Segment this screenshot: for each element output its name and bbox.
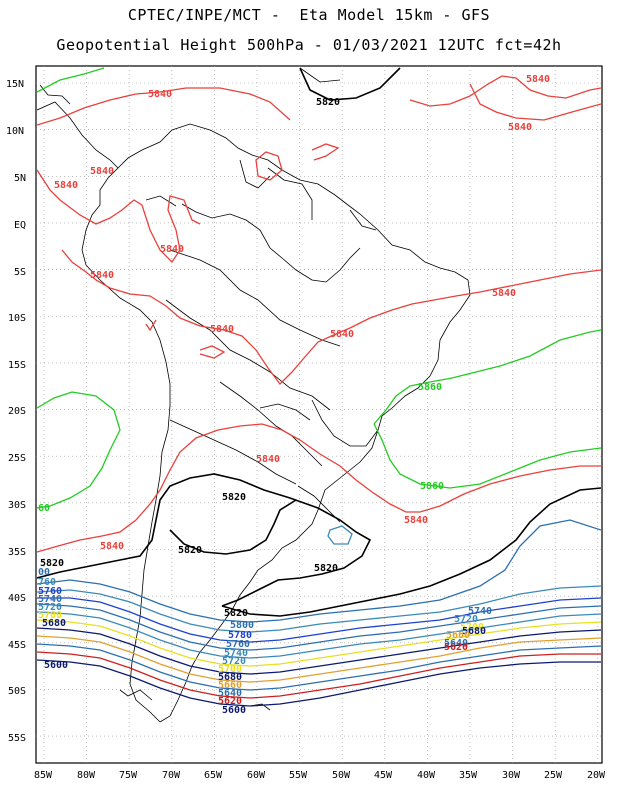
lat-label: 10N [6,126,24,137]
contour-label: 5680 [218,672,242,683]
contour-label: 5740 [38,594,62,605]
contour-label: 5720 [38,602,62,613]
small-closed-contour [327,525,353,545]
contour-label: 5840 [404,515,428,526]
contour-label: 5840 [526,74,550,85]
lon-label: 45W [374,770,393,781]
contour-label: 5840 [492,288,516,299]
green-contour-labels: 5860 5860 60 [38,382,444,514]
contour-label: 5820 [224,608,248,619]
lat-lon-grid [36,66,602,763]
contour-label: 5660 [446,630,470,641]
contour-label: 5820 [178,545,202,556]
contour-label: 5820 [222,492,246,503]
contour-label: 5760 [38,586,62,597]
contour-label: 5820 [316,97,340,108]
contour-label: 5620 [218,696,242,707]
lon-label: 80W [77,770,96,781]
lon-label: 55W [289,770,308,781]
lon-label: 50W [332,770,351,781]
contour-label: 5840 [90,270,114,281]
contour-label: 5840 [256,454,280,465]
lat-label: 50S [8,686,26,697]
longitude-labels: 85W 80W 75W 70W 65W 60W 55W 50W 45W 40W … [34,770,606,781]
contour-label: 5700 [460,622,484,633]
black-contour-labels: 5820 5820 5820 5820 5820 5820 [40,97,340,619]
contour-label: 5640 [218,688,242,699]
contour-label: 5780 [228,630,252,641]
lat-label: 55S [8,733,26,744]
lon-label: 60W [247,770,266,781]
lon-label: 25W [544,770,563,781]
lat-label: 15S [8,360,26,371]
contour-label: 5720 [222,656,246,667]
contour-label: 5840 [148,89,172,100]
contour-label: 5860 [418,382,442,393]
contour-label: 5840 [100,541,124,552]
contour-label: 5620 [444,642,468,653]
contour-label: 760 [38,577,56,588]
coastline-and-borders [37,67,471,723]
contour-label: 5840 [90,166,114,177]
lat-label: 15N [6,79,24,90]
lon-label: 35W [459,770,478,781]
contour-5840 [37,75,601,553]
map-title-line2: Geopotential Height 500hPa - 01/03/2021 … [56,36,562,54]
contour-label: 5600 [222,705,246,716]
lat-label: 5S [14,267,26,278]
right-stack-labels: 5740 5720 5700 5680 5660 5640 5620 [444,606,492,653]
lon-label: 65W [204,770,223,781]
lat-label: 5N [14,173,26,184]
contour-5820 [37,67,601,617]
lat-label: 35S [8,547,26,558]
contour-label: 5700 [218,664,242,675]
lat-label: 30S [8,500,26,511]
lat-label: 40S [8,593,26,604]
contour-label: 5840 [508,122,532,133]
contour-label: 5600 [44,660,68,671]
contour-label: 5700 [38,610,62,621]
southern-contour-band [37,519,601,707]
lon-label: 70W [162,770,181,781]
lon-label: 40W [417,770,436,781]
contour-label: 5760 [226,639,250,650]
lat-label: 25S [8,453,26,464]
lon-label: 30W [502,770,521,781]
contour-label: 5820 [40,558,64,569]
latitude-labels: 15N 10N 5N EQ 5S 10S 15S 20S 25S 30S 35S… [6,79,26,744]
lon-label: 20W [587,770,606,781]
contour-label: 5820 [314,563,338,574]
lon-label: 75W [119,770,138,781]
contour-label: 5660 [218,680,242,691]
contour-label: 5860 [420,481,444,492]
contour-label: 5720 [454,614,478,625]
contour-label: 60 [38,503,50,514]
lat-label: 20S [8,406,26,417]
contour-5860 [37,67,601,509]
lat-label: 45S [8,640,26,651]
contour-label: 5680 [42,618,66,629]
contour-label: 5740 [224,648,248,659]
contour-label: 00 [38,567,50,578]
contour-label: 5840 [210,324,234,335]
contour-label: 5800 [230,620,254,631]
lat-label: EQ [14,220,26,231]
contour-label: 5640 [444,638,468,649]
contour-label: 5840 [330,329,354,340]
bottom-stack-labels: 5800 5780 5760 5740 5720 5700 5680 5660 … [218,620,254,716]
contour-label: 5680 [462,626,486,637]
lat-label: 10S [8,313,26,324]
contour-label: 5840 [160,244,184,255]
lon-label: 85W [34,770,53,781]
contour-label: 5840 [54,180,78,191]
map-title-line1: CPTEC/INPE/MCT - Eta Model 15km - GFS [127,6,491,24]
left-edge-labels: 00 760 5760 5740 5720 5700 5680 5600 [38,567,68,671]
contour-label: 5740 [468,606,492,617]
red-contour-labels: 5840 5840 5840 5840 5840 5840 5840 5840 … [54,74,550,552]
